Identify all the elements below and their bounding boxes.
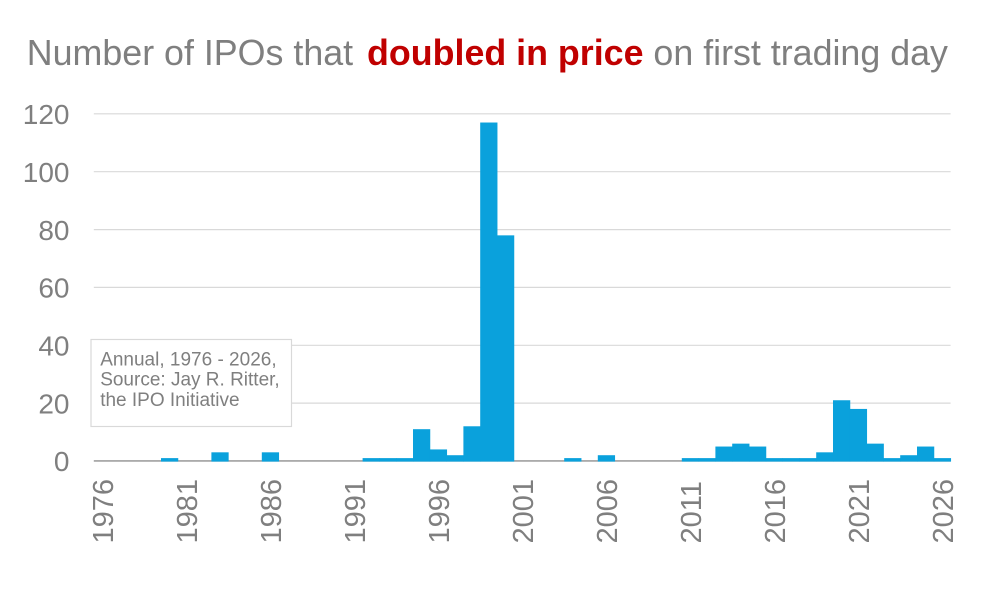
svg-text:Source: Jay R. Ritter,: Source: Jay R. Ritter, <box>100 370 280 391</box>
svg-text:120: 120 <box>23 99 70 130</box>
svg-text:80: 80 <box>38 215 69 246</box>
svg-text:1981: 1981 <box>172 479 204 544</box>
svg-text:2006: 2006 <box>592 479 624 544</box>
svg-text:Annual, 1976 - 2026,: Annual, 1976 - 2026, <box>100 349 276 370</box>
svg-text:2016: 2016 <box>760 479 792 544</box>
svg-text:40: 40 <box>38 331 69 362</box>
svg-text:100: 100 <box>23 157 70 188</box>
svg-text:60: 60 <box>38 273 69 304</box>
svg-text:1996: 1996 <box>424 479 456 544</box>
svg-text:2026: 2026 <box>928 479 960 544</box>
svg-text:20: 20 <box>38 388 69 419</box>
svg-text:the IPO Initiative: the IPO Initiative <box>100 390 239 411</box>
svg-text:2021: 2021 <box>844 479 876 544</box>
svg-text:1986: 1986 <box>256 479 288 544</box>
svg-text:0: 0 <box>54 446 70 477</box>
svg-text:1991: 1991 <box>340 479 372 544</box>
svg-text:Number of IPOs that doubled in: Number of IPOs that doubled in price on … <box>27 33 948 73</box>
svg-text:2011: 2011 <box>676 481 708 543</box>
svg-text:1976: 1976 <box>88 479 120 544</box>
svg-text:2001: 2001 <box>508 479 540 544</box>
